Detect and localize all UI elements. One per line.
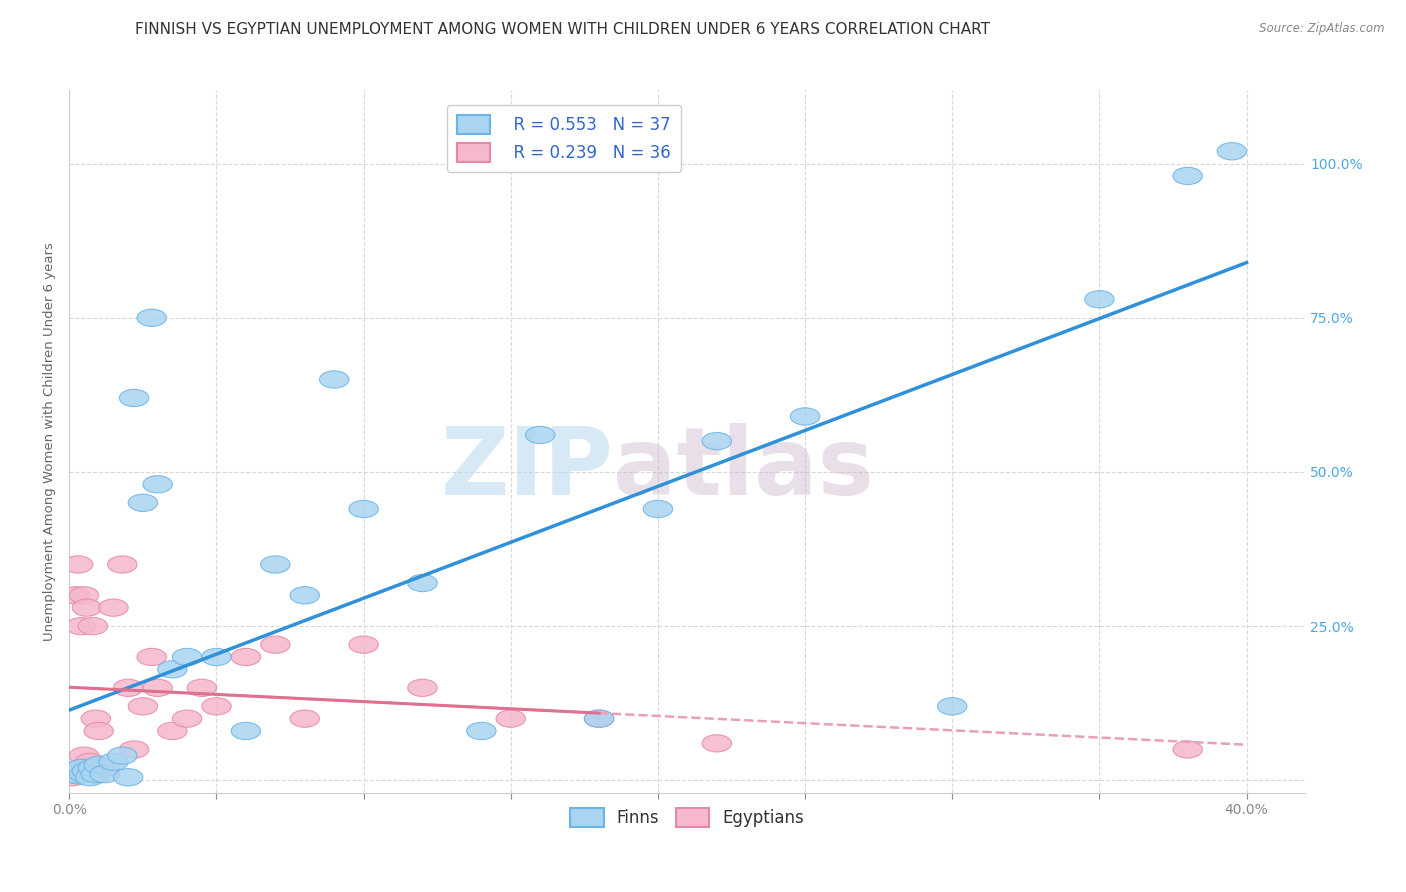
Ellipse shape bbox=[84, 723, 114, 739]
Ellipse shape bbox=[72, 759, 101, 777]
Text: Source: ZipAtlas.com: Source: ZipAtlas.com bbox=[1260, 22, 1385, 36]
Ellipse shape bbox=[98, 753, 128, 771]
Ellipse shape bbox=[1218, 143, 1247, 160]
Ellipse shape bbox=[90, 759, 120, 777]
Ellipse shape bbox=[1084, 291, 1114, 308]
Ellipse shape bbox=[120, 741, 149, 758]
Ellipse shape bbox=[66, 759, 96, 777]
Ellipse shape bbox=[173, 648, 201, 665]
Ellipse shape bbox=[136, 310, 166, 326]
Ellipse shape bbox=[526, 426, 555, 443]
Ellipse shape bbox=[260, 556, 290, 573]
Legend: Finns, Egyptians: Finns, Egyptians bbox=[564, 801, 811, 833]
Ellipse shape bbox=[231, 723, 260, 739]
Ellipse shape bbox=[82, 765, 111, 783]
Ellipse shape bbox=[143, 679, 173, 697]
Ellipse shape bbox=[63, 767, 93, 784]
Ellipse shape bbox=[231, 648, 260, 665]
Ellipse shape bbox=[201, 648, 231, 665]
Ellipse shape bbox=[114, 679, 143, 697]
Ellipse shape bbox=[60, 587, 90, 604]
Text: atlas: atlas bbox=[613, 423, 875, 516]
Ellipse shape bbox=[1173, 741, 1202, 758]
Ellipse shape bbox=[75, 769, 104, 786]
Ellipse shape bbox=[187, 679, 217, 697]
Ellipse shape bbox=[69, 587, 98, 604]
Ellipse shape bbox=[702, 433, 731, 450]
Ellipse shape bbox=[120, 389, 149, 407]
Ellipse shape bbox=[408, 574, 437, 591]
Ellipse shape bbox=[90, 765, 120, 783]
Ellipse shape bbox=[496, 710, 526, 727]
Ellipse shape bbox=[290, 710, 319, 727]
Y-axis label: Unemployment Among Women with Children Under 6 years: Unemployment Among Women with Children U… bbox=[44, 242, 56, 640]
Ellipse shape bbox=[157, 661, 187, 678]
Ellipse shape bbox=[69, 747, 98, 764]
Ellipse shape bbox=[349, 636, 378, 653]
Ellipse shape bbox=[408, 679, 437, 697]
Ellipse shape bbox=[69, 765, 98, 783]
Ellipse shape bbox=[66, 759, 96, 777]
Ellipse shape bbox=[75, 753, 104, 771]
Ellipse shape bbox=[938, 698, 967, 715]
Ellipse shape bbox=[319, 371, 349, 388]
Ellipse shape bbox=[290, 587, 319, 604]
Ellipse shape bbox=[63, 763, 93, 780]
Text: FINNISH VS EGYPTIAN UNEMPLOYMENT AMONG WOMEN WITH CHILDREN UNDER 6 YEARS CORRELA: FINNISH VS EGYPTIAN UNEMPLOYMENT AMONG W… bbox=[135, 22, 990, 37]
Ellipse shape bbox=[63, 556, 93, 573]
Ellipse shape bbox=[136, 648, 166, 665]
Ellipse shape bbox=[108, 747, 136, 764]
Ellipse shape bbox=[84, 756, 114, 773]
Ellipse shape bbox=[114, 769, 143, 786]
Ellipse shape bbox=[643, 500, 672, 517]
Ellipse shape bbox=[173, 710, 201, 727]
Ellipse shape bbox=[72, 599, 101, 616]
Ellipse shape bbox=[79, 617, 108, 635]
Ellipse shape bbox=[82, 710, 111, 727]
Ellipse shape bbox=[585, 710, 614, 727]
Ellipse shape bbox=[790, 408, 820, 425]
Ellipse shape bbox=[60, 763, 90, 780]
Ellipse shape bbox=[349, 500, 378, 517]
Ellipse shape bbox=[128, 698, 157, 715]
Ellipse shape bbox=[702, 735, 731, 752]
Ellipse shape bbox=[58, 769, 87, 786]
Ellipse shape bbox=[98, 599, 128, 616]
Ellipse shape bbox=[585, 710, 614, 727]
Ellipse shape bbox=[467, 723, 496, 739]
Ellipse shape bbox=[128, 494, 157, 511]
Ellipse shape bbox=[260, 636, 290, 653]
Text: ZIP: ZIP bbox=[440, 423, 613, 516]
Ellipse shape bbox=[143, 475, 173, 493]
Ellipse shape bbox=[60, 765, 90, 783]
Ellipse shape bbox=[108, 556, 136, 573]
Ellipse shape bbox=[79, 759, 108, 777]
Ellipse shape bbox=[58, 765, 87, 783]
Ellipse shape bbox=[66, 617, 96, 635]
Ellipse shape bbox=[1173, 168, 1202, 185]
Ellipse shape bbox=[157, 723, 187, 739]
Ellipse shape bbox=[72, 763, 101, 780]
Ellipse shape bbox=[201, 698, 231, 715]
